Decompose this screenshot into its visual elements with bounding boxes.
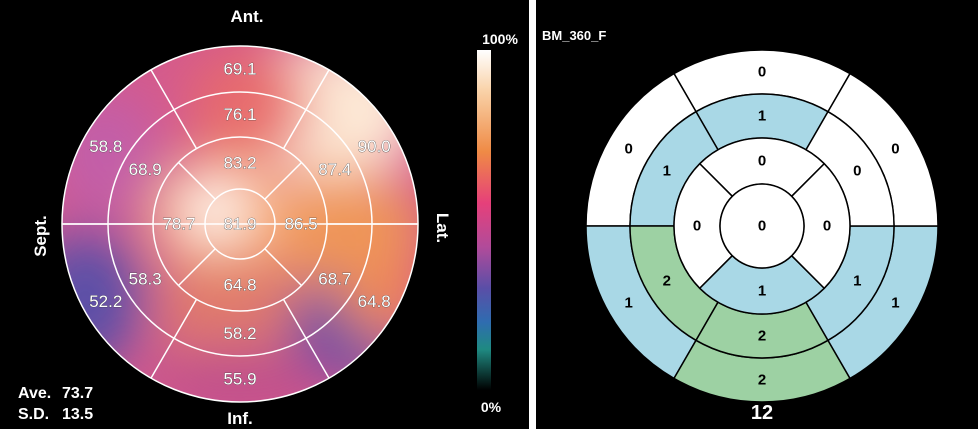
polar-map-grid xyxy=(61,45,419,403)
polar-map-panel: 69.1 58.8 52.2 55.9 64.8 90.0 76.1 68.9 58.3 58.2… xyxy=(0,0,529,429)
score-segment-value-7: 1 xyxy=(758,108,766,125)
polar-divider xyxy=(177,248,216,287)
polar-segment-value-11: 68.7 xyxy=(318,269,351,288)
score-segment-value-17: 0 xyxy=(758,218,766,235)
polar-divider xyxy=(173,298,198,339)
score-segment-value-14: 0 xyxy=(693,218,701,235)
average-value: 73.7 xyxy=(62,385,93,402)
score-segment-value-8: 1 xyxy=(663,163,671,180)
polar-map-values: 69.1 58.8 52.2 55.9 64.8 90.0 76.1 68.9 58.3 58.2… xyxy=(89,59,391,389)
score-segment-value-3: 1 xyxy=(624,295,632,312)
score-segment-value-15: 1 xyxy=(758,283,766,300)
score-segment-value-1: 0 xyxy=(758,64,766,81)
score-segment-value-11: 1 xyxy=(853,273,861,290)
color-scale-max-label: 100% xyxy=(482,31,518,47)
summed-score-total: 12 xyxy=(751,402,773,424)
polar-segment-value-10: 58.2 xyxy=(223,324,256,343)
polar-segment-value-15: 64.8 xyxy=(223,276,256,295)
average-label: Ave. xyxy=(18,385,51,402)
score-segment-value-5: 1 xyxy=(891,295,899,312)
score-map-values: 0 0 1 2 1 0 1 1 2 2 1 0 0 0 1 0 0 xyxy=(624,64,899,389)
polar-segment-value-7: 76.1 xyxy=(223,105,256,124)
score-segment-value-10: 2 xyxy=(758,328,766,345)
polar-segment-value-13: 83.2 xyxy=(223,154,256,173)
polar-segment-value-1: 69.1 xyxy=(223,60,256,79)
score-segment-value-12: 0 xyxy=(853,163,861,180)
anterior-label: Ant. xyxy=(230,7,263,26)
polar-divider xyxy=(282,109,307,150)
score-segment-value-9: 2 xyxy=(663,273,671,290)
sd-label: S.D. xyxy=(18,406,49,423)
polar-divider xyxy=(264,248,303,287)
polar-divider xyxy=(177,161,216,200)
polar-segment-value-2: 58.8 xyxy=(89,137,122,156)
score-segment-value-2: 0 xyxy=(624,141,632,158)
septal-label: Sept. xyxy=(31,215,50,257)
polar-segment-value-9: 58.3 xyxy=(129,269,162,288)
polar-divider xyxy=(173,109,198,150)
polar-divider xyxy=(305,69,330,111)
polar-segment-value-3: 52.2 xyxy=(89,292,122,311)
polar-segment-value-12: 87.4 xyxy=(318,160,351,179)
polar-divider xyxy=(150,337,175,379)
score-segment-value-16: 0 xyxy=(823,218,831,235)
score-segment-17 xyxy=(719,183,805,269)
polar-segment-value-6: 90.0 xyxy=(358,137,391,156)
color-scale-min-label: 0% xyxy=(481,399,502,415)
color-scale-bar xyxy=(477,50,491,390)
polar-segment-value-4: 55.9 xyxy=(223,370,256,389)
polar-divider xyxy=(282,298,307,339)
sd-value: 13.5 xyxy=(62,406,93,423)
score-map-segments xyxy=(585,49,939,403)
polar-map-svg: 69.1 58.8 52.2 55.9 64.8 90.0 76.1 68.9 58.3 58.2… xyxy=(18,7,518,428)
polar-segment-value-14: 78.7 xyxy=(162,215,195,234)
study-name: BM_360_F xyxy=(542,28,606,43)
polar-segment-value-16: 86.5 xyxy=(284,215,317,234)
inferior-label: Inf. xyxy=(227,409,253,428)
polar-segment-value-8: 68.9 xyxy=(129,160,162,179)
lateral-label: Lat. xyxy=(433,213,452,243)
polar-divider xyxy=(305,337,330,379)
polar-segment-value-5: 64.8 xyxy=(358,292,391,311)
score-segment-value-6: 0 xyxy=(891,141,899,158)
score-segment-value-4: 2 xyxy=(758,372,766,389)
polar-divider xyxy=(150,69,175,111)
score-segment-value-13: 0 xyxy=(758,153,766,170)
polar-divider xyxy=(264,161,303,200)
polar-segment-value-17: 81.9 xyxy=(223,215,256,234)
